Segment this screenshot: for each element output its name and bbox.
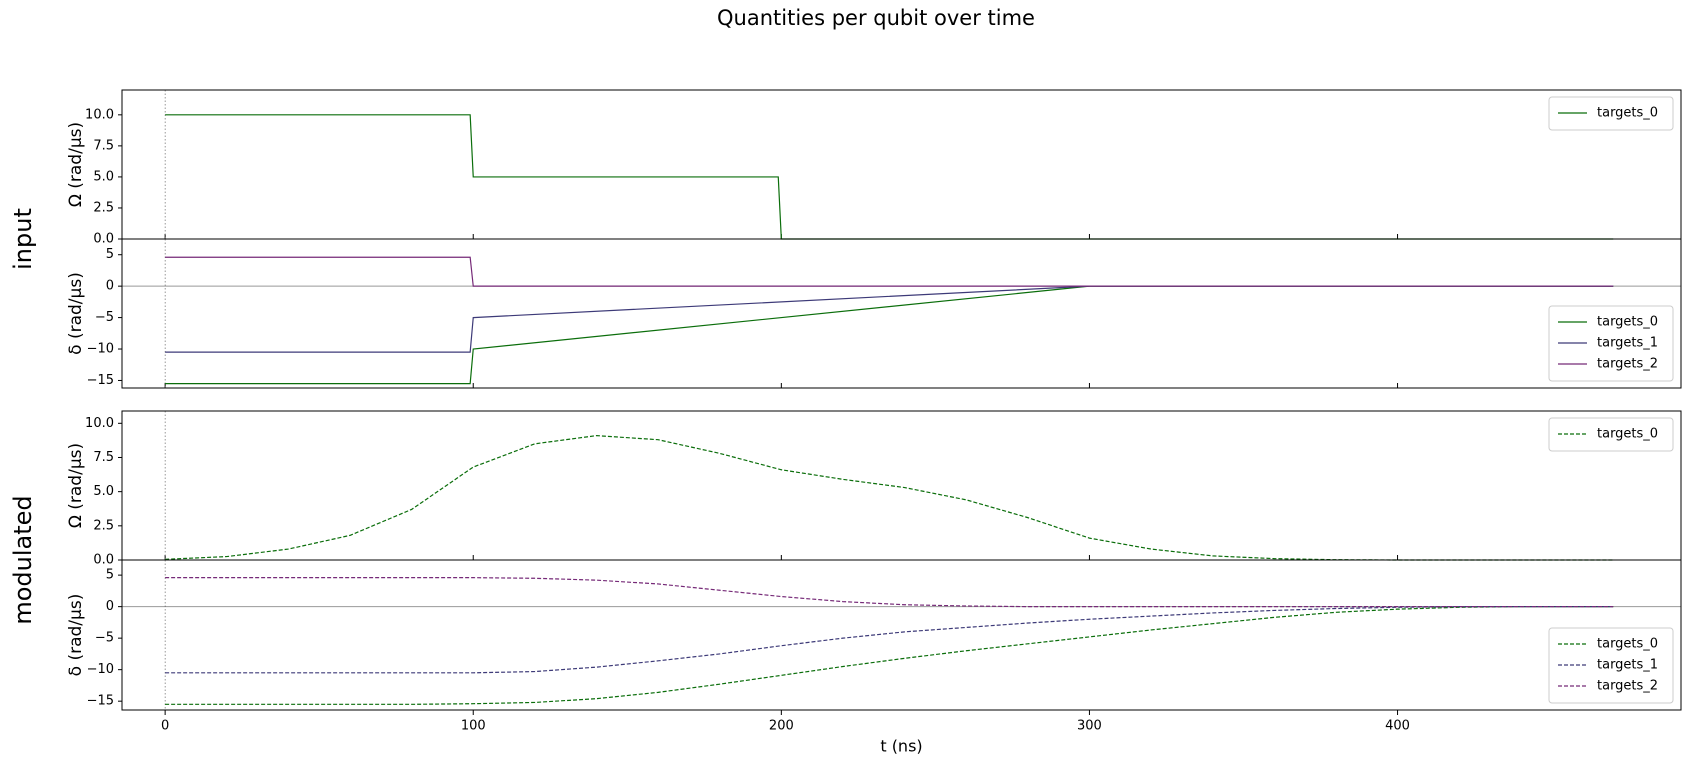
series-line: [165, 606, 1614, 705]
legend-label: targets_1: [1597, 336, 1658, 351]
y-tick-label: 10.0: [85, 416, 114, 431]
x-tick-label: 400: [1385, 719, 1410, 734]
axes-frame: [121, 89, 1682, 240]
y-tick-label: 5.0: [93, 484, 114, 499]
y-axis-label: Ω (rad/µs): [66, 443, 86, 528]
axes-frame: [121, 559, 1682, 711]
axes-frame: [121, 238, 1682, 389]
series-line: [165, 285, 1614, 353]
y-tick-label: −10: [87, 662, 114, 677]
y-tick-label: −5: [95, 310, 114, 325]
legend-label: targets_2: [1597, 357, 1658, 372]
y-tick-label: 2.5: [93, 518, 114, 533]
legend-label: targets_0: [1597, 637, 1658, 652]
legend-box: [1548, 96, 1674, 131]
y-axis-label: δ (rad/µs): [66, 594, 86, 677]
series-line: [165, 577, 1614, 608]
y-tick-label: 7.5: [93, 138, 114, 153]
y-tick-label: −10: [87, 342, 114, 357]
x-tick-label: 200: [769, 719, 794, 734]
row-label: modulated: [9, 495, 37, 624]
y-tick-label: 5: [106, 568, 114, 583]
y-tick-label: 0.0: [93, 553, 114, 568]
y-axis-label: Ω (rad/µs): [66, 122, 86, 207]
legend-label: targets_0: [1597, 427, 1658, 442]
y-tick-label: 7.5: [93, 450, 114, 465]
y-tick-label: 2.5: [93, 200, 114, 215]
row-label: input: [9, 208, 37, 270]
y-tick-label: −15: [87, 373, 114, 388]
x-tick-label: 100: [461, 719, 486, 734]
legend-label: targets_2: [1597, 679, 1658, 694]
legend-box: [1548, 305, 1674, 382]
y-axis-label: δ (rad/µs): [66, 272, 86, 355]
series-line: [165, 114, 1614, 240]
y-tick-label: −5: [95, 631, 114, 646]
figure-title: Quantities per qubit over time: [717, 6, 1035, 30]
series-line: [165, 435, 1614, 561]
axes-frame: [121, 410, 1682, 561]
x-tick-label: 0: [161, 719, 169, 734]
y-tick-label: 0: [106, 279, 114, 294]
legend-label: targets_0: [1597, 315, 1658, 330]
x-axis-label: t (ns): [880, 737, 922, 756]
series-line: [165, 256, 1614, 287]
y-tick-label: 10.0: [85, 107, 114, 122]
legend-label: targets_1: [1597, 658, 1658, 673]
y-tick-label: 5: [106, 247, 114, 262]
legend-label: targets_0: [1597, 106, 1658, 121]
y-tick-label: −15: [87, 694, 114, 709]
y-tick-label: 0: [106, 599, 114, 614]
series-line: [165, 606, 1614, 674]
series-line: [165, 285, 1614, 385]
y-tick-label: 0.0: [93, 232, 114, 247]
y-tick-label: 5.0: [93, 169, 114, 184]
legend-box: [1548, 417, 1674, 452]
x-tick-label: 300: [1077, 719, 1102, 734]
legend-box: [1548, 627, 1674, 704]
